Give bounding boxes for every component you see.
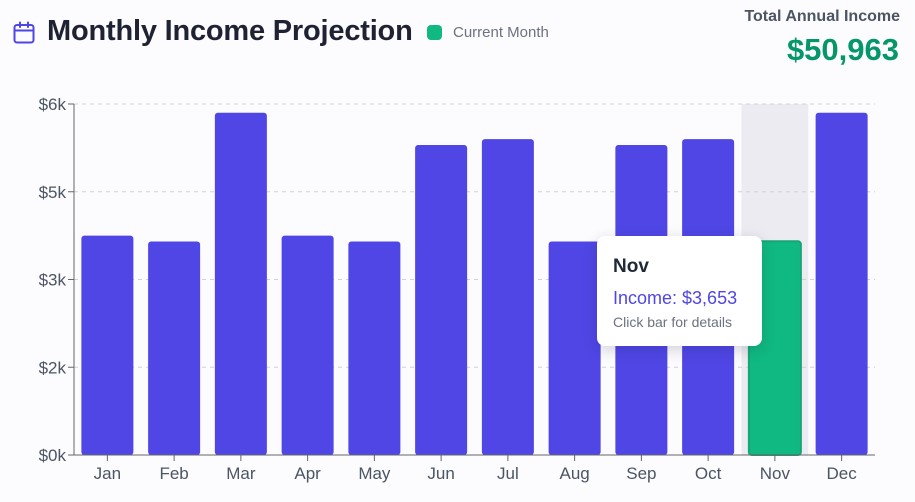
legend-label: Current Month bbox=[453, 24, 549, 41]
bar-dec[interactable] bbox=[815, 112, 868, 456]
legend-current-month: Current Month bbox=[427, 24, 549, 41]
tooltip-hint: Click bar for details bbox=[613, 314, 733, 330]
bar-aug[interactable] bbox=[548, 241, 601, 455]
legend-swatch bbox=[427, 25, 442, 40]
x-tick-label: Apr bbox=[294, 464, 321, 483]
x-tick-label: Jan bbox=[94, 464, 121, 483]
x-tick-label: Aug bbox=[560, 464, 590, 483]
x-tick-label: Dec bbox=[827, 464, 858, 483]
x-tick-label: May bbox=[358, 464, 391, 483]
bar-feb[interactable] bbox=[148, 241, 201, 455]
x-tick-label: Oct bbox=[695, 464, 722, 483]
y-tick-label: $5k bbox=[39, 183, 67, 202]
x-tick-label: Jul bbox=[497, 464, 519, 483]
bar-jun[interactable] bbox=[415, 144, 468, 455]
x-tick-label: Mar bbox=[226, 464, 256, 483]
x-tick-label: Nov bbox=[760, 464, 791, 483]
tooltip-month: Nov bbox=[613, 256, 649, 277]
y-tick-label: $3k bbox=[39, 271, 67, 290]
bar-mar[interactable] bbox=[214, 112, 267, 456]
x-tick-label: Jun bbox=[427, 464, 454, 483]
bar-apr[interactable] bbox=[281, 235, 334, 455]
total-annual-income-value: $50,963 bbox=[786, 32, 899, 67]
total-annual-income-label: Total Annual Income bbox=[744, 8, 900, 25]
bar-may[interactable] bbox=[348, 241, 401, 455]
tooltip-income: Income: $3,653 bbox=[613, 288, 738, 308]
bar-tooltip: Nov Income: $3,653 Click bar for details bbox=[597, 236, 762, 346]
bar-jan[interactable] bbox=[81, 235, 134, 455]
bar-jul[interactable] bbox=[481, 139, 534, 455]
x-tick-label: Feb bbox=[159, 464, 188, 483]
chart-title: Monthly Income Projection bbox=[47, 15, 413, 47]
y-tick-label: $0k bbox=[39, 446, 67, 465]
y-tick-label: $6k bbox=[39, 95, 67, 114]
chart-header: Monthly Income Projection Current Month … bbox=[0, 0, 915, 80]
y-tick-label: $2k bbox=[39, 358, 67, 377]
x-tick-label: Sep bbox=[626, 464, 656, 483]
calendar-icon bbox=[13, 21, 35, 44]
